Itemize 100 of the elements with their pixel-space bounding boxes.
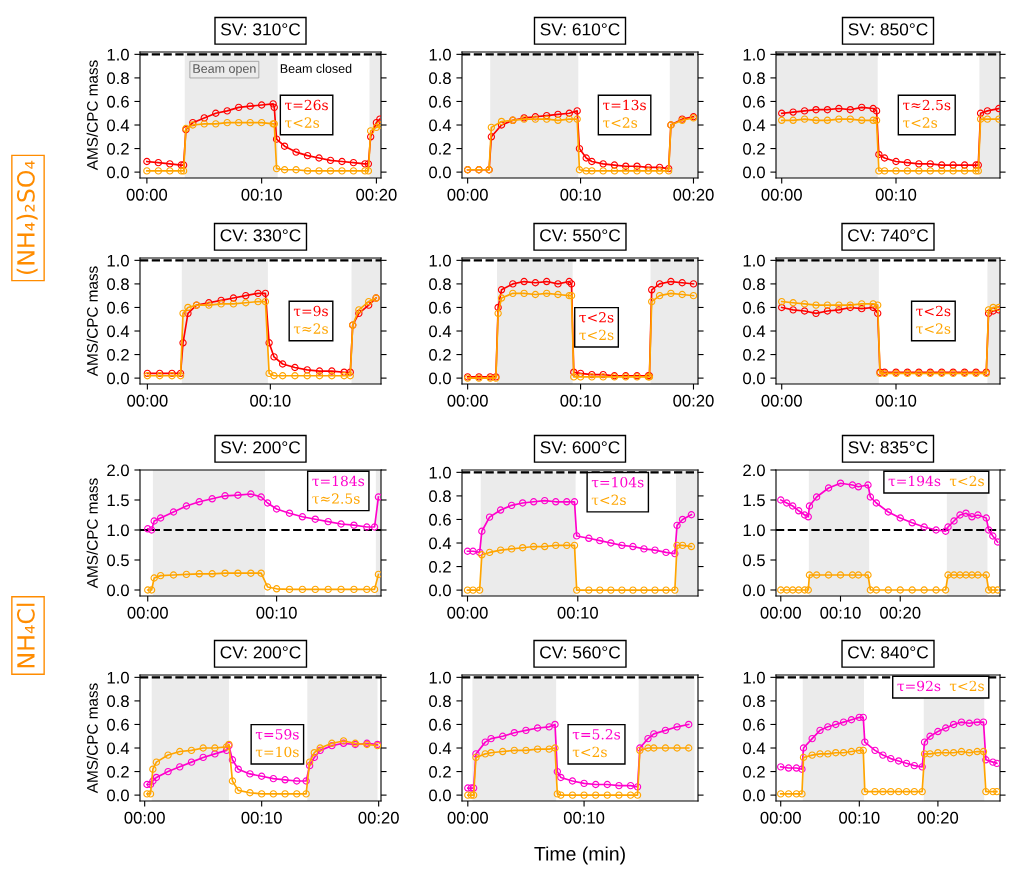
y-tick-label: 1.0	[429, 254, 451, 267]
chart-title: CV: 200°C	[220, 646, 301, 659]
y-tick-label: 0.8	[107, 278, 129, 291]
y-tick-label: 0.0	[107, 372, 129, 385]
y-tick-label: 0.2	[107, 348, 129, 361]
x-tick-label: 00:00	[760, 606, 801, 619]
y-tick-label: 0.4	[743, 119, 766, 132]
y-tick-label: 0.4	[429, 537, 452, 550]
series-label: τ<2s	[572, 746, 607, 758]
x-tick-label: 00:20	[356, 188, 397, 201]
text: τ<2s	[591, 494, 626, 506]
chart-title: CV: 740°C	[848, 229, 929, 242]
series-label: τ=13s	[603, 99, 646, 111]
y-tick-label: 0.6	[743, 301, 765, 314]
y-tick-label: 0.8	[107, 72, 129, 85]
y-tick-label: 0.6	[743, 718, 765, 731]
x-tick-label: 00:10	[563, 811, 605, 824]
text: τ≈2.5s	[312, 493, 360, 504]
y-tick-label: 1.0	[429, 671, 451, 684]
y-tick-label: 0.0	[429, 584, 451, 597]
y-tick-label: 1.5	[743, 494, 765, 507]
y-tick-label: 0.2	[107, 142, 129, 155]
y-axis-title: AMS/CPC mass	[86, 60, 98, 171]
y-tick-label: 1.0	[429, 48, 451, 61]
chart-title: SV: 600°C	[540, 441, 620, 454]
series-label: τ<2s	[285, 117, 320, 128]
y-tick-label: 0.4	[743, 742, 766, 755]
x-tick-label: 00:00	[447, 394, 488, 407]
y-tick-label: 0.2	[107, 765, 129, 778]
series-label: τ<2s	[579, 312, 614, 323]
text: (NH₄)₂SO₄	[16, 160, 38, 274]
text: τ=92s	[897, 680, 941, 692]
y-tick-label: 0.2	[743, 765, 765, 778]
x-tick-label: 00:00	[127, 606, 168, 619]
text: NH₄Cl	[16, 603, 35, 668]
chart-title: CV: 560°C	[540, 646, 621, 659]
y-tick-label: 0.0	[743, 789, 765, 802]
x-tick-label: 00:10	[256, 606, 297, 619]
x-tick-label: 00:10	[839, 811, 880, 824]
y-tick-label: 0.2	[429, 142, 451, 155]
y-tick-label: 2.0	[743, 464, 765, 477]
series-label: τ≈2s	[293, 323, 328, 334]
y-tick-label: 1.5	[107, 494, 129, 507]
x-tick-label: 00:00	[760, 811, 801, 824]
y-tick-label: 2.0	[107, 464, 129, 477]
x-tick-label: 00:10	[820, 606, 861, 619]
chart-title: SV: 610°C	[540, 23, 620, 36]
y-tick-label: 1.0	[743, 254, 765, 267]
chart-title: CV: 550°C	[540, 229, 621, 242]
series-label: τ<2s	[579, 329, 614, 341]
y-tick-label: 0.4	[429, 119, 452, 132]
y-tick-label: 0.6	[743, 95, 765, 108]
y-tick-label: 0.5	[107, 554, 129, 567]
y-tick-label: 0.6	[429, 95, 451, 108]
annotation: Beam open	[193, 64, 256, 76]
x-tick-label: 00:20	[673, 394, 714, 407]
x-tick-label: 00:00	[761, 394, 802, 407]
x-tick-label: 00:10	[560, 188, 601, 201]
x-tick-label: 00:20	[917, 811, 959, 824]
y-tick-label: 0.6	[107, 95, 129, 108]
y-tick-label: 1.0	[107, 254, 129, 267]
y-tick-label: 0.8	[429, 278, 451, 291]
y-tick-label: 0.0	[107, 584, 129, 597]
y-tick-label: 0.4	[107, 119, 130, 132]
y-tick-label: 0.8	[743, 278, 765, 291]
chart-title: SV: 310°C	[220, 23, 301, 36]
y-tick-label: 0.8	[743, 695, 765, 708]
x-tick-label: 00:10	[557, 606, 598, 619]
y-tick-label: 1.0	[107, 524, 129, 537]
y-tick-label: 0.8	[107, 695, 129, 708]
x-tick-label: 00:10	[560, 394, 601, 407]
x-tick-label: 00:20	[880, 606, 921, 619]
chart-title: CV: 840°C	[848, 646, 929, 659]
annotation: Beam closed	[280, 63, 352, 73]
x-axis-title: Time (min)	[534, 846, 625, 865]
x-tick-label: 00:00	[126, 188, 168, 201]
y-tick-label: 0.2	[743, 142, 765, 155]
y-tick-label: 0.8	[429, 490, 451, 503]
y-tick-label: 0.4	[429, 742, 452, 755]
y-tick-label: 0.2	[429, 560, 451, 573]
y-tick-label: 0.8	[743, 72, 765, 85]
x-tick-label: 00:10	[875, 394, 917, 407]
x-tick-label: 00:10	[241, 188, 282, 201]
series-label: τ=104s	[591, 476, 644, 488]
chart-title: CV: 330°C	[220, 229, 301, 242]
x-tick-label: 00:00	[124, 811, 165, 824]
y-tick-label: 0.6	[429, 301, 451, 314]
x-tick-label: 00:20	[358, 811, 399, 824]
y-tick-label: 1.0	[743, 48, 765, 61]
series-label: τ=184s	[312, 475, 365, 487]
y-tick-label: 0.8	[429, 72, 451, 85]
y-tick-label: 0.8	[429, 695, 451, 708]
x-tick-label: 00:00	[447, 188, 488, 201]
y-tick-label: 0.2	[743, 348, 765, 361]
y-tick-label: 0.0	[743, 372, 765, 385]
series-label: τ<2s	[903, 117, 938, 128]
y-tick-label: 0.4	[743, 325, 766, 338]
y-tick-label: 0.6	[429, 513, 451, 526]
text: τ<2s	[949, 680, 984, 692]
x-tick-label: 00:00	[127, 394, 168, 407]
